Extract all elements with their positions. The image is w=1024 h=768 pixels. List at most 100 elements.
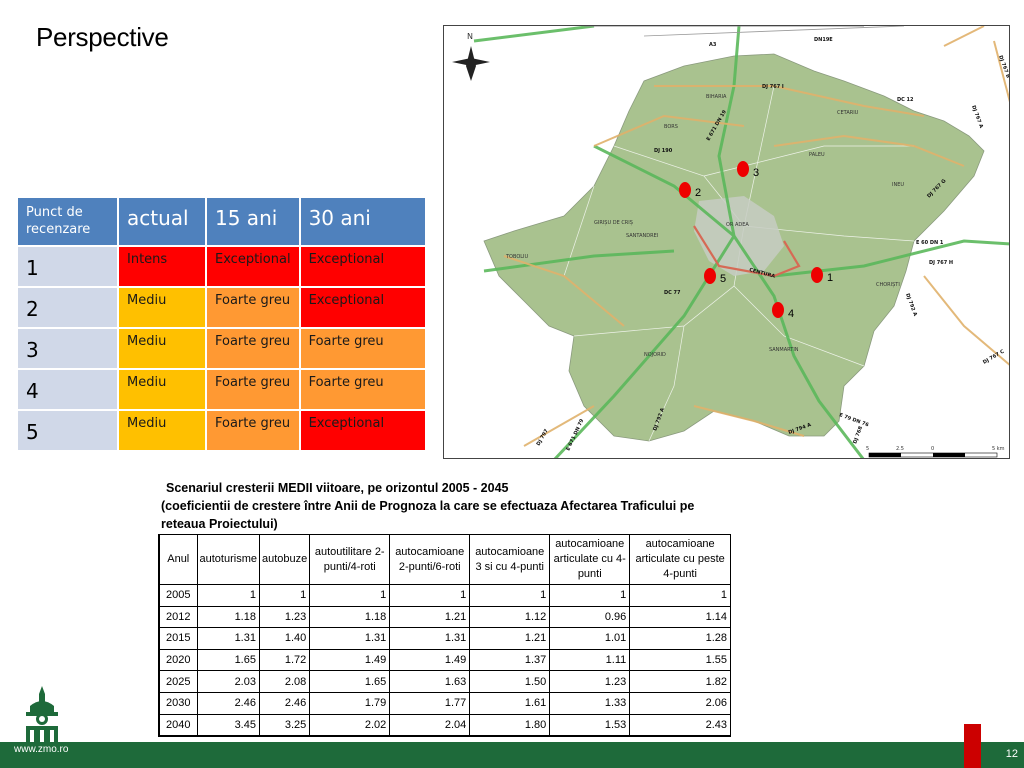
red-accent-bar (964, 724, 981, 768)
coef-cell: 2.03 (196, 670, 260, 693)
north-arrow-icon: N (452, 32, 490, 81)
coef-cell: 2.08 (258, 670, 311, 693)
point-label: 5 (720, 273, 726, 285)
coef-cell: 1.11 (549, 648, 631, 672)
footer-bar (0, 742, 1024, 768)
scale-label: 2.5 (896, 446, 904, 452)
coef-cell: 1.23 (258, 605, 311, 629)
point-label: 2 (695, 187, 701, 199)
level-30-ani: Exceptional (300, 411, 425, 450)
count-point-marker: 4 (772, 302, 794, 320)
header-30-ani: 30 ani (300, 198, 425, 245)
points-table-row: 3 Mediu Foarte greu Foarte greu (18, 329, 425, 368)
col-header: autoutilitare 2-punti/4-roti (309, 534, 391, 585)
col-header: autocamioane articulate cu peste 4-punti (629, 534, 731, 585)
coef-cell: 1.80 (469, 713, 551, 737)
level-actual: Mediu (119, 288, 205, 327)
level-15-ani: Foarte greu (207, 288, 299, 327)
coef-cell: 1.37 (469, 648, 551, 672)
col-header: autocamioane 2-punti/6-roti (389, 534, 471, 585)
points-table-row: 4 Mediu Foarte greu Foarte greu (18, 370, 425, 409)
level-30-ani: Exceptional (300, 247, 425, 286)
town-label: GIRIȘU DE CRIȘ (594, 220, 633, 226)
level-30-ani: Foarte greu (300, 370, 425, 409)
coef-cell: 1.55 (629, 648, 731, 672)
coef-cell: 1 (258, 584, 311, 607)
oradea-map: N BIHARIA BORS CETARIU PALEU INEU GIRIȘU… (443, 25, 1010, 459)
road-label: DN19E (814, 37, 833, 43)
town-label: PALEU (809, 152, 825, 158)
coef-cell: 1.79 (309, 691, 391, 715)
header-15-ani: 15 ani (207, 198, 299, 245)
scale-label: 5 km (992, 446, 1005, 452)
coef-cell: 1.61 (469, 691, 551, 715)
coef-cell: 1.21 (389, 605, 471, 629)
coef-cell: 1.40 (258, 627, 311, 650)
coef-cell: 1.33 (549, 691, 631, 715)
count-point-marker: 1 (811, 267, 833, 284)
col-header: autoturisme (196, 534, 260, 585)
count-points-table: Punct de recenzare actual 15 ani 30 ani … (16, 196, 427, 452)
col-header: autocamioane 3 si cu 4-punti (469, 534, 551, 585)
road-label: DJ 767 A (970, 105, 984, 130)
coef-cell: 1.77 (389, 691, 471, 715)
year-cell: 2020 (158, 648, 198, 672)
footer-url: www.zmo.ro (14, 744, 69, 755)
level-actual: Mediu (119, 411, 205, 450)
scale-label: 0 (931, 446, 934, 452)
road-label: DJ 792 A (904, 293, 918, 318)
road-label: E 671 DN 79 (565, 418, 585, 452)
coef-cell: 1.65 (309, 670, 391, 693)
level-15-ani: Foarte greu (207, 329, 299, 368)
town-label: CHORIȘTI (876, 282, 900, 288)
coef-row: 2040 3.45 3.25 2.02 2.04 1.80 1.53 2.43 (158, 713, 731, 737)
road-label: DJ 768 (852, 425, 864, 445)
year-cell: 2030 (158, 691, 198, 715)
level-actual: Mediu (119, 370, 205, 409)
scenario-caption: Scenariul cresterii MEDII viitoare, pe o… (161, 479, 721, 533)
road-label: DJ 767 H (929, 260, 953, 266)
coef-cell: 2.46 (258, 691, 311, 715)
coef-cell: 1.14 (629, 605, 731, 629)
coef-cell: 1 (469, 584, 551, 607)
coef-cell: 1.82 (629, 670, 731, 693)
point-number: 5 (18, 411, 117, 450)
road-label: DJ 767 B (997, 55, 1010, 80)
coef-row: 2030 2.46 2.46 1.79 1.77 1.61 1.33 2.06 (158, 691, 731, 715)
point-label: 1 (827, 272, 833, 284)
coef-cell: 1.18 (196, 605, 260, 629)
coef-cell: 1.12 (469, 605, 551, 629)
coef-cell: 1.49 (389, 648, 471, 672)
road-label: DC 77 (664, 290, 681, 296)
coef-cell: 2.04 (389, 713, 471, 737)
coef-cell: 1 (196, 584, 260, 607)
col-header: autobuze (258, 534, 311, 585)
coef-cell: 1.50 (469, 670, 551, 693)
town-label: SANMARTIN (769, 347, 799, 353)
coef-cell: 1.31 (309, 627, 391, 650)
level-15-ani: Foarte greu (207, 370, 299, 409)
level-actual: Intens (119, 247, 205, 286)
road-label: DC 12 (897, 97, 914, 103)
col-header: autocamioane articulate cu 4-punti (549, 534, 631, 585)
road-label: DJ 190 (654, 148, 673, 154)
coef-cell: 2.02 (309, 713, 391, 737)
header-actual: actual (119, 198, 205, 245)
col-header: Anul (158, 534, 198, 585)
year-cell: 2005 (158, 584, 198, 607)
coef-cell: 1.53 (549, 713, 631, 737)
coef-cell: 1.31 (196, 627, 260, 650)
level-30-ani: Exceptional (300, 288, 425, 327)
level-30-ani: Foarte greu (300, 329, 425, 368)
coef-cell: 1.01 (549, 627, 631, 650)
coef-cell: 3.45 (196, 713, 260, 737)
town-label: NOJORID (644, 352, 666, 358)
road-label: E 60 DN 1 (916, 240, 944, 246)
year-cell: 2025 (158, 670, 198, 693)
level-15-ani: Exceptional (207, 247, 299, 286)
count-point-marker: 5 (704, 268, 726, 285)
point-number: 2 (18, 288, 117, 327)
coef-row: 2005 1 1 1 1 1 1 1 (158, 584, 731, 607)
coef-cell: 2.46 (196, 691, 260, 715)
municipality-logo-icon (20, 686, 64, 742)
